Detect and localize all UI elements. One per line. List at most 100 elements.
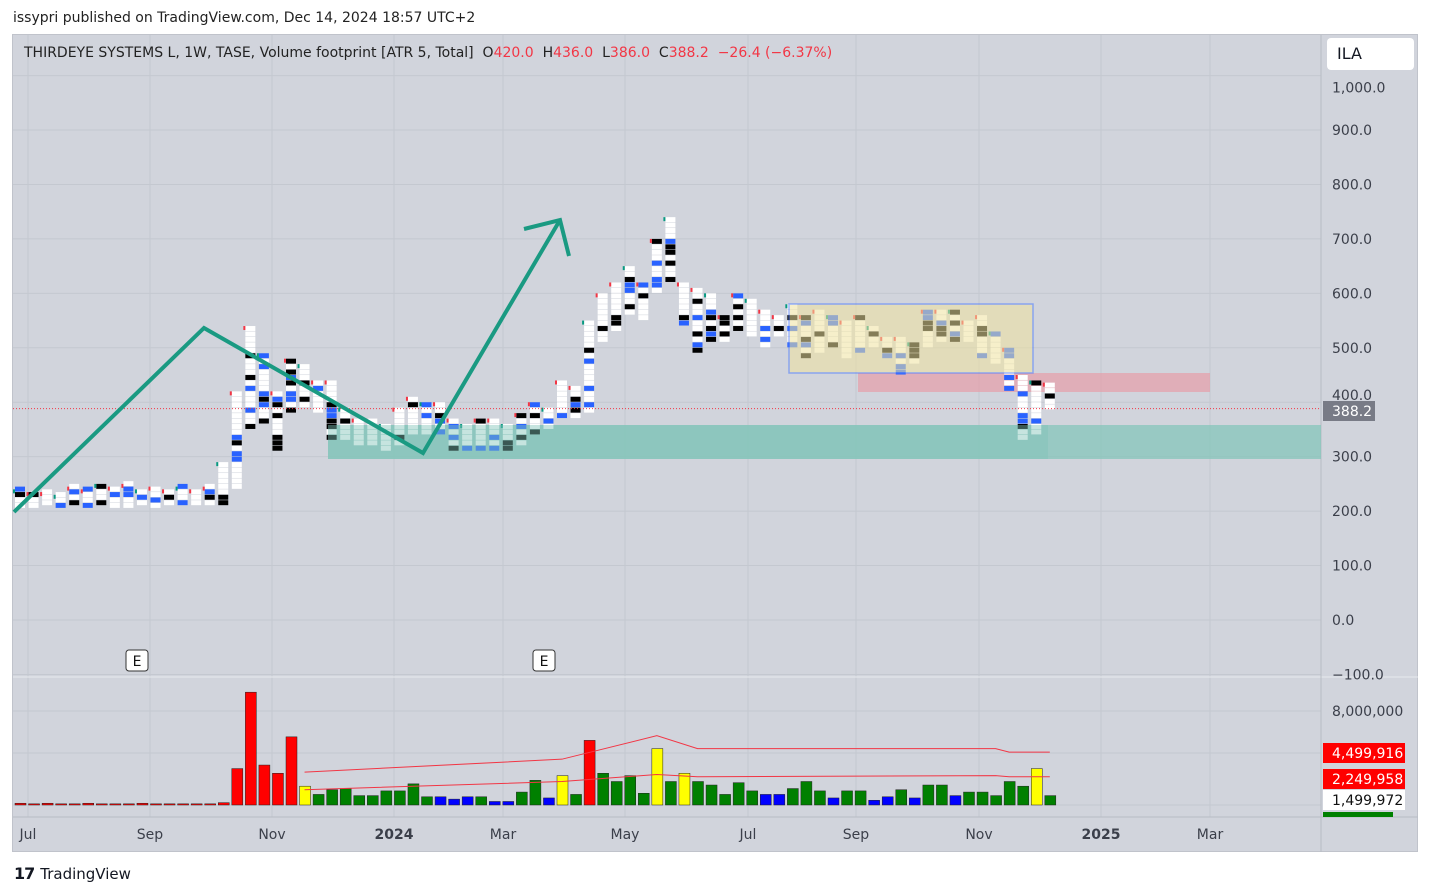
- footprint-cell: [353, 418, 364, 424]
- footprint-cell: [245, 342, 256, 348]
- footprint-cell: [150, 492, 161, 498]
- footprint-cell: [665, 266, 676, 272]
- footprint-cell: [299, 364, 310, 370]
- earnings-marker-label: E: [540, 654, 549, 670]
- footprint-cell: [529, 418, 540, 424]
- footprint-cell: [611, 315, 622, 321]
- footprint-cell: [218, 500, 229, 506]
- low-value: 386.0: [609, 45, 651, 61]
- footprint-wick-mark: [473, 418, 476, 423]
- volume-bar: [610, 781, 623, 806]
- footprint-cell: [529, 407, 540, 413]
- volume-label-badge-cut: [1323, 812, 1393, 817]
- footprint-cell: [1031, 391, 1042, 397]
- footprint-cell: [529, 424, 540, 429]
- currency-button[interactable]: ILA: [1327, 38, 1414, 70]
- footprint-wick-mark: [378, 424, 381, 429]
- footprint-wick-mark: [500, 424, 503, 429]
- footprint-cell: [502, 445, 513, 451]
- footprint-cell: [258, 364, 269, 370]
- footprint-cell: [164, 494, 175, 500]
- footprint-cell: [570, 391, 581, 397]
- footprint-cell: [651, 277, 662, 282]
- footprint-cell: [245, 380, 256, 386]
- footprint-cell: [557, 413, 567, 419]
- footprint-cell: [584, 336, 595, 342]
- footprint-wick-mark: [392, 407, 395, 412]
- volume-bar: [14, 802, 27, 806]
- footprint-cell: [1031, 396, 1042, 402]
- volume-bar: [394, 790, 406, 806]
- footprint-cell: [340, 429, 351, 435]
- footprint-cell: [516, 429, 527, 435]
- volume-bar: [136, 802, 149, 806]
- price-tick-label: 900.0: [1332, 123, 1372, 139]
- footprint-cell: [1044, 404, 1055, 410]
- footprint-cell: [638, 315, 649, 321]
- footprint-cell: [231, 413, 242, 419]
- footprint-cell: [435, 429, 446, 435]
- footprint-wick-mark: [433, 402, 436, 407]
- tradingview-logo[interactable]: 17 TradingView: [14, 864, 131, 883]
- footprint-cell: [231, 478, 242, 484]
- footprint-cell: [624, 293, 635, 299]
- footprint-cell: [557, 396, 567, 402]
- footprint-wick-mark: [80, 489, 83, 494]
- footprint-cell: [394, 413, 405, 419]
- volume-bar: [746, 790, 758, 806]
- footprint-cell: [96, 500, 107, 506]
- volume-bar: [475, 796, 487, 806]
- footprint-cell: [624, 282, 635, 288]
- footprint-cell: [597, 326, 608, 331]
- footprint-cell: [706, 304, 717, 310]
- high-label: H: [542, 45, 554, 61]
- footprint-cell: [719, 315, 730, 321]
- footprint-cell: [28, 497, 39, 503]
- symbol-name: THIRDEYE SYSTEMS L, 1W, TASE, Volume foo…: [24, 45, 474, 61]
- footprint-cell: [340, 434, 351, 440]
- time-tick-label: Jul: [739, 827, 757, 843]
- footprint-cell: [665, 222, 676, 228]
- volume-bar: [963, 791, 975, 806]
- footprint-cell: [245, 413, 256, 419]
- earnings-marker: [125, 649, 149, 672]
- footprint-cell: [204, 494, 215, 500]
- footprint-cell: [231, 391, 242, 397]
- footprint-cell: [258, 413, 269, 419]
- footprint-cell: [299, 391, 310, 397]
- footprint-wick-mark: [229, 391, 232, 396]
- footprint-cell: [462, 434, 473, 440]
- footprint-cell: [82, 486, 93, 492]
- footprint-cell: [272, 396, 283, 402]
- footprint-cell: [1017, 402, 1028, 408]
- volume-bar: [448, 798, 460, 806]
- footprint-cell: [1031, 402, 1042, 408]
- footprint-cell: [96, 483, 107, 489]
- footprint-wick-mark: [704, 293, 707, 298]
- volume-bar: [380, 790, 393, 806]
- footprint-cell: [245, 364, 256, 370]
- footprint-cell: [678, 298, 689, 304]
- footprint-cell: [678, 282, 689, 288]
- volume-bar: [760, 794, 772, 806]
- footprint-cell: [1017, 380, 1028, 386]
- footprint-wick-mark: [202, 486, 205, 491]
- footprint-cell: [421, 407, 432, 413]
- time-tick-label: Mar: [490, 827, 517, 843]
- footprint-cell: [557, 385, 567, 391]
- time-tick-label: Sep: [137, 827, 164, 843]
- footprint-cell: [435, 407, 446, 413]
- footprint-wick-mark: [609, 282, 612, 287]
- footprint-cell: [1031, 380, 1042, 386]
- zigzag-trend-line: [12, 218, 562, 514]
- footprint-wick-mark: [622, 266, 625, 271]
- footprint-cell: [177, 500, 188, 506]
- footprint-cell: [719, 331, 730, 337]
- footprint-cell: [733, 304, 744, 310]
- footprint-cell: [245, 418, 256, 424]
- last-price-label: 388.2: [1332, 404, 1372, 420]
- footprint-cell: [245, 369, 256, 375]
- footprint-wick-mark: [284, 358, 286, 363]
- footprint-cell: [272, 391, 283, 397]
